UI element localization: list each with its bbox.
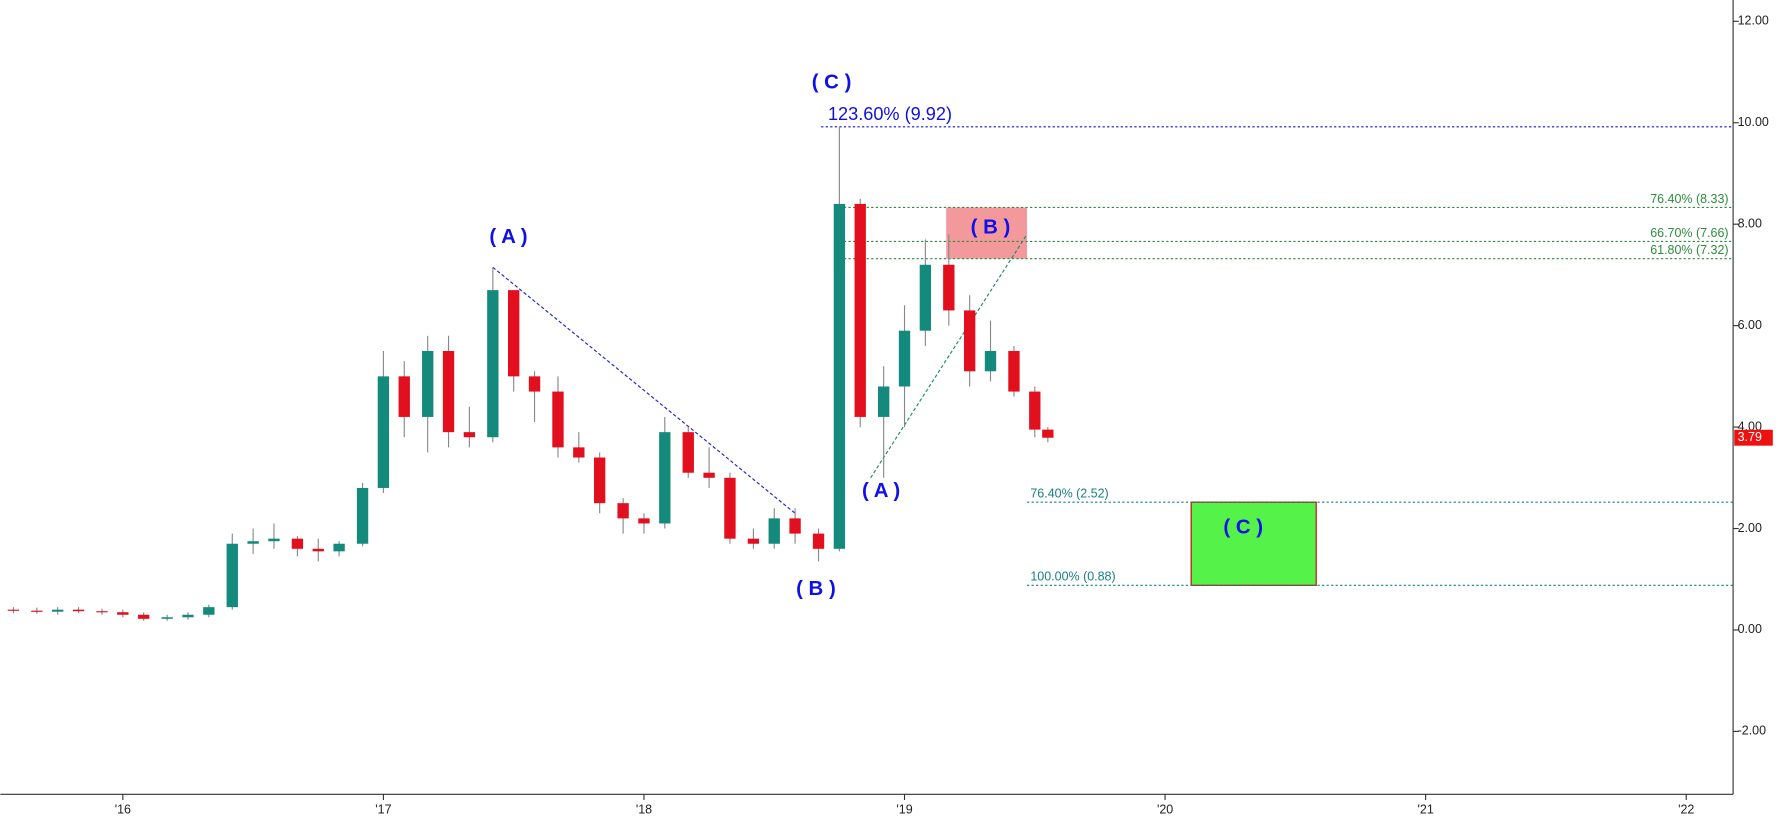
candle-body	[963, 310, 976, 372]
candle-body	[7, 609, 20, 611]
candle-body	[31, 610, 43, 612]
last-price-label: 3.79	[1738, 430, 1762, 444]
wave-label: ( C )	[1223, 516, 1263, 538]
candle-body	[268, 538, 280, 542]
x-tick-label: '21	[1418, 802, 1434, 816]
candle-body	[984, 350, 997, 372]
candle-body	[247, 541, 259, 544]
fib-label: 76.40% (8.33)	[1650, 192, 1728, 206]
y-tick-label: 6.00	[1738, 318, 1762, 332]
candle-body	[72, 609, 85, 612]
x-tick-label: '19	[896, 802, 912, 816]
y-tick-label: 0.00	[1738, 622, 1762, 636]
candle-body	[377, 376, 390, 488]
x-tick-label: '22	[1678, 802, 1694, 816]
last-price-box	[1734, 429, 1773, 446]
x-tick-label: '20	[1157, 802, 1173, 816]
candle-body	[508, 290, 520, 377]
candle-body	[659, 432, 671, 524]
candle-body	[638, 518, 650, 524]
candle-body	[682, 432, 694, 473]
candle-body	[593, 457, 606, 504]
candle-body	[1008, 350, 1020, 392]
wave-label: ( A )	[862, 480, 900, 502]
candle-body	[528, 376, 541, 392]
candle-body	[291, 538, 304, 549]
candle-body	[463, 432, 476, 438]
fib-label: 61.80% (7.32)	[1650, 243, 1728, 257]
candle-body	[398, 376, 410, 417]
x-tick-label: '17	[375, 802, 391, 816]
candle-body	[768, 518, 780, 544]
candle-body	[1029, 391, 1041, 430]
fib-label: 66.70% (7.66)	[1650, 226, 1728, 240]
candle-body	[203, 607, 215, 615]
x-tick-label: '18	[636, 802, 652, 816]
y-tick-label: 8.00	[1738, 216, 1762, 230]
candle-body	[552, 391, 564, 448]
fib-label: 76.40% (2.52)	[1030, 487, 1108, 501]
candle-body	[919, 264, 932, 331]
candle-body	[356, 487, 369, 544]
candle-body	[812, 533, 825, 549]
candle-body	[747, 538, 760, 544]
candle-body	[789, 518, 801, 534]
candle-body	[422, 350, 434, 417]
candle-body	[943, 264, 955, 311]
candle-body	[312, 548, 324, 552]
y-tick-label: 10.00	[1738, 115, 1769, 129]
candle-body	[703, 472, 715, 478]
candle-body	[161, 617, 173, 619]
y-tick-label: -2.00	[1738, 724, 1766, 738]
candle-body	[138, 614, 150, 619]
fib-label: 100.00% (0.88)	[1030, 570, 1115, 584]
candle-body	[52, 609, 64, 612]
candle-body	[724, 477, 736, 539]
candle-body	[442, 350, 455, 433]
trend-line	[870, 234, 1028, 479]
candle-body	[898, 330, 911, 387]
wave-label: ( B )	[796, 578, 836, 600]
trend-line	[492, 266, 796, 514]
wave-label: ( C )	[812, 72, 852, 94]
zone	[1190, 501, 1317, 586]
fib-label: 123.60% (9.92)	[828, 104, 952, 124]
candle-body	[1042, 429, 1054, 438]
candle-body	[117, 612, 129, 615]
candle-body	[833, 203, 846, 549]
candle-body	[878, 386, 890, 417]
candle-body	[333, 543, 345, 552]
candle-body	[226, 543, 238, 608]
candle-body	[854, 203, 866, 417]
candle-body	[96, 611, 108, 613]
candle-body	[573, 447, 585, 458]
candle-body	[487, 290, 499, 438]
candle-body	[617, 503, 629, 519]
y-tick-label: 12.00	[1738, 14, 1769, 28]
y-tick-label: 2.00	[1738, 521, 1762, 535]
wave-label: ( B )	[971, 217, 1011, 239]
wave-label: ( A )	[489, 226, 527, 248]
zone	[946, 207, 1027, 259]
candle-body	[182, 614, 194, 618]
x-tick-label: '16	[115, 802, 131, 816]
